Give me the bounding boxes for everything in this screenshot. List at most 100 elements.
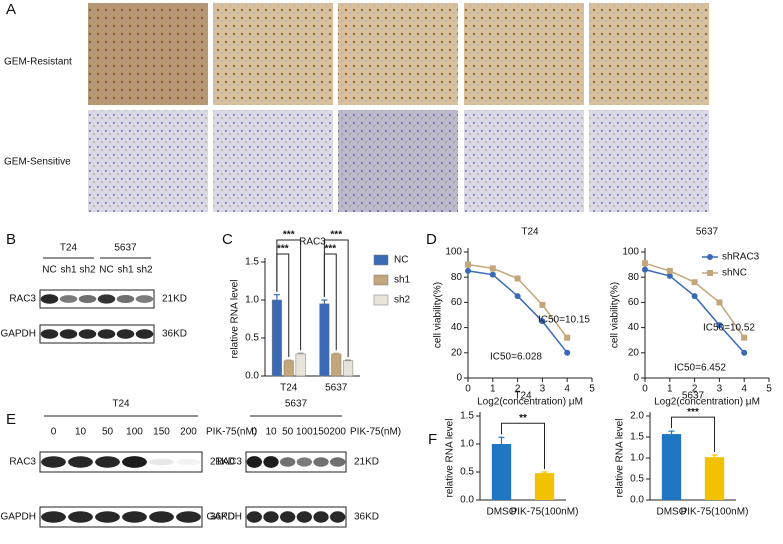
- y-tick-label: 80: [451, 272, 463, 283]
- point: [564, 349, 571, 356]
- panel-label: D: [426, 231, 437, 248]
- y-tick-label: 2.0: [630, 411, 644, 422]
- legend-label: sh1: [394, 275, 411, 286]
- point: [691, 279, 698, 286]
- lane-label: sh1: [117, 265, 134, 276]
- y-tick-label: 0.0: [245, 371, 259, 382]
- y-tick-label: 60: [628, 297, 640, 308]
- lane-label: 200: [180, 427, 197, 438]
- blot-band: [116, 295, 135, 303]
- blot-size-label: 21KD: [210, 457, 235, 468]
- y-tick-label: 0.0: [460, 495, 474, 506]
- y-axis-label: relative RNA level: [445, 419, 456, 498]
- blot-band: [246, 456, 262, 468]
- ihc-image: [338, 3, 458, 105]
- blot-band: [40, 329, 59, 339]
- point: [691, 293, 698, 300]
- point: [489, 271, 496, 278]
- x-tick-label: DMSO: [487, 507, 517, 518]
- blot-band: [135, 329, 154, 339]
- x-tick-label: 5: [589, 384, 595, 395]
- chart-title: 5637: [696, 227, 719, 238]
- chart-title: T24: [514, 391, 532, 402]
- ihc-image: [213, 110, 333, 212]
- blot-band: [68, 456, 93, 468]
- blot-band: [97, 329, 116, 339]
- lane-label: 0: [252, 427, 258, 438]
- x-tick-label: 1: [490, 384, 496, 395]
- blot-band: [116, 329, 135, 339]
- point: [741, 349, 748, 356]
- panel-label: A: [6, 1, 16, 18]
- y-axis-label: relative RNA level: [230, 280, 241, 359]
- blot-band: [330, 457, 346, 467]
- panel-label: E: [6, 411, 16, 428]
- legend-swatch: [373, 254, 389, 266]
- legend-label: shNC: [722, 268, 747, 279]
- blot-band: [122, 511, 147, 523]
- blot-band: [78, 295, 97, 303]
- lane-label: sh2: [136, 265, 153, 276]
- ihc-image: [338, 110, 458, 212]
- point: [666, 272, 673, 279]
- x-tick-label: 2: [515, 384, 521, 395]
- treatment-label: PIK-75(nM): [350, 427, 401, 438]
- ihc-image: [464, 3, 584, 105]
- bar: [661, 434, 682, 500]
- point: [465, 267, 471, 274]
- sig-label: ***: [324, 244, 336, 255]
- blot-size-label: 36KD: [162, 329, 187, 340]
- x-axis-label: Log2(concentration) μM: [654, 397, 760, 408]
- lane-label: 10: [265, 427, 277, 438]
- point: [489, 265, 496, 272]
- x-tick-label: 3: [717, 384, 723, 395]
- x-tick-label: 4: [741, 384, 747, 395]
- bar: [534, 473, 555, 500]
- point: [642, 260, 648, 267]
- y-tick-label: 80: [628, 272, 640, 283]
- lane-label: 100: [126, 427, 143, 438]
- sig-label: ***: [283, 230, 295, 241]
- blot-band: [40, 294, 59, 304]
- blot-band: [330, 511, 346, 523]
- y-tick-label: 20: [451, 347, 463, 358]
- lane-label: 200: [329, 427, 346, 438]
- annotation: IC50=6.452: [674, 363, 726, 374]
- blot-frame: [39, 506, 203, 528]
- blot-frame: [39, 289, 155, 309]
- chart-title: 5637: [682, 391, 705, 402]
- panel-label: B: [6, 231, 16, 248]
- ihc-image: [589, 3, 709, 105]
- blot-frame: [245, 506, 347, 528]
- lane-label: NC: [42, 265, 56, 276]
- x-tick-label: 2: [692, 384, 698, 395]
- y-tick-label: 1.5: [630, 432, 644, 443]
- ihc-image: [464, 110, 584, 212]
- annotation: IC50=10.52: [703, 323, 755, 334]
- blot-frame: [39, 451, 203, 473]
- blot-band: [68, 511, 93, 523]
- y-tick-label: 1.5: [460, 411, 474, 422]
- y-tick-label: 0: [633, 373, 639, 384]
- y-tick-label: 1.0: [245, 295, 259, 306]
- y-tick-label: 20: [628, 347, 640, 358]
- lane-label: 10: [75, 427, 87, 438]
- blot-band: [176, 511, 201, 523]
- blot-size-label: 21KD: [354, 457, 379, 468]
- blot-size-label: 36KD: [210, 512, 235, 523]
- blot-row-label: RAC3: [9, 294, 36, 305]
- blot-band: [313, 457, 329, 467]
- blot-band: [280, 511, 296, 523]
- lane-label: sh1: [60, 265, 77, 276]
- bar: [295, 353, 306, 377]
- blot-size-label: 21KD: [162, 294, 187, 305]
- blot-band: [122, 456, 147, 468]
- blot-row-label: RAC3: [215, 457, 242, 468]
- y-tick-label: 0.5: [460, 467, 474, 478]
- lane-label: 150: [153, 427, 170, 438]
- x-tick-label: 0: [465, 384, 471, 395]
- blot-band: [41, 456, 66, 468]
- y-axis-label: cell viability(%): [433, 282, 444, 348]
- blot-group-label: T24: [60, 243, 78, 254]
